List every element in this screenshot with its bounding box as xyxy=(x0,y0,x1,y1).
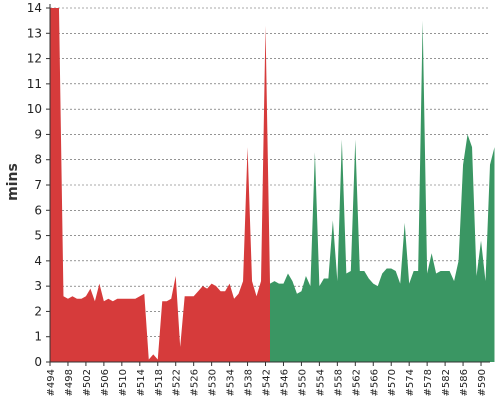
x-tick-label: #578 xyxy=(423,369,434,396)
x-tick-label: #558 xyxy=(333,369,344,396)
x-tick-label: #522 xyxy=(172,369,183,396)
y-tick-label: 5 xyxy=(34,229,42,243)
y-tick-label: 1 xyxy=(34,330,42,344)
x-tick-label: #566 xyxy=(369,369,380,396)
y-tick-label: 3 xyxy=(34,279,42,293)
y-tick-label: 8 xyxy=(34,153,42,167)
x-tick-label: #562 xyxy=(351,369,362,396)
x-tick-label: #510 xyxy=(118,369,129,396)
x-tick-label: #554 xyxy=(315,369,326,396)
x-tick-label: #586 xyxy=(459,369,470,396)
x-tick-label: #542 xyxy=(262,369,273,396)
series-layer xyxy=(50,8,495,362)
x-tick-label: #570 xyxy=(387,369,398,396)
x-tick-label: #582 xyxy=(441,369,452,396)
y-tick-label: 7 xyxy=(34,178,42,192)
x-tick-label: #590 xyxy=(477,369,488,396)
series-area-1 xyxy=(270,20,495,362)
x-tick-label: #526 xyxy=(190,369,201,396)
axes xyxy=(46,4,490,366)
x-tick-label: #518 xyxy=(154,369,165,396)
y-tick-label: 13 xyxy=(27,26,42,40)
y-tick-label: 4 xyxy=(34,254,42,268)
x-tick-label: #538 xyxy=(244,369,255,396)
x-tick-label: #550 xyxy=(297,369,308,396)
x-tick-label: #498 xyxy=(64,369,75,396)
x-tick-labels: #494 #498 #502 #506 #510 #514 #518 #522 #526 #530… xyxy=(46,369,488,396)
y-tick-label: 6 xyxy=(34,203,42,217)
y-tick-label: 10 xyxy=(27,102,42,116)
y-tick-label: 9 xyxy=(34,127,42,141)
x-tick-label: #574 xyxy=(405,369,416,396)
x-tick-label: #502 xyxy=(82,369,93,396)
x-tick-label: #546 xyxy=(279,369,290,396)
y-tick-label: 14 xyxy=(27,1,42,15)
x-tick-label: #530 xyxy=(208,369,219,396)
y-tick-label: 12 xyxy=(27,52,42,66)
y-tick-label: 11 xyxy=(27,77,42,91)
x-tick-label: #506 xyxy=(100,369,111,396)
y-tick-label: 0 xyxy=(34,355,42,369)
x-tick-label: #534 xyxy=(226,369,237,396)
y-axis-title: mins xyxy=(5,163,21,201)
series-area-0 xyxy=(50,8,270,362)
x-tick-label: #494 xyxy=(46,369,57,396)
y-tick-label: 2 xyxy=(34,304,42,318)
x-tick-label: #514 xyxy=(136,369,147,396)
